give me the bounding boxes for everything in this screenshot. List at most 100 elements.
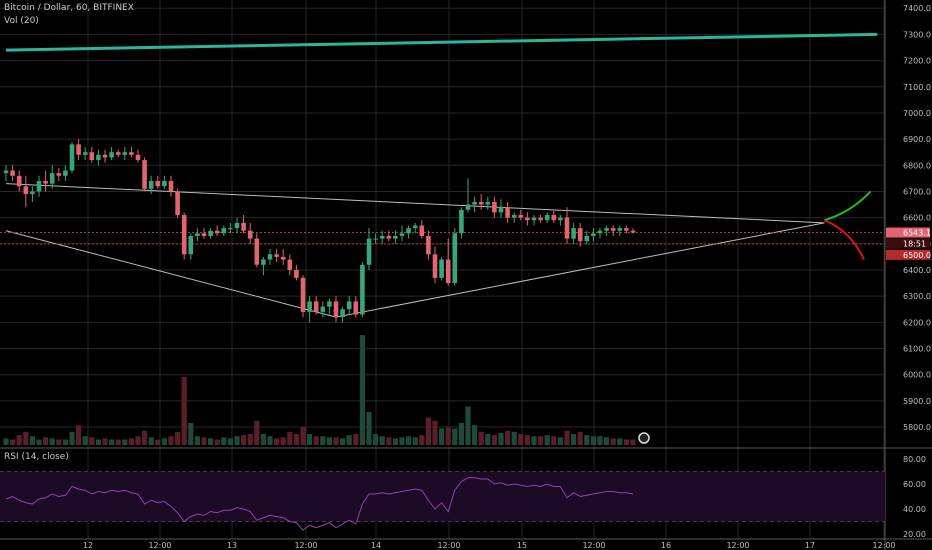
volume-bar	[346, 435, 352, 445]
volume-bar	[49, 438, 55, 445]
time-tick-label: 12:00	[872, 541, 895, 550]
candle	[511, 215, 517, 218]
time-tick-label: 13	[227, 541, 237, 550]
volume-bar	[359, 335, 365, 445]
candle	[30, 191, 35, 195]
volume-bar	[544, 435, 550, 445]
volume-bar	[194, 436, 200, 445]
volume-bar	[333, 437, 339, 445]
volume-bar	[551, 436, 557, 445]
volume-bar	[465, 406, 471, 445]
volume-bar	[201, 437, 207, 445]
price-tick-label: 6400.0	[903, 266, 931, 275]
level-price-badge	[886, 249, 930, 260]
price-tick-label: 7200.0	[903, 57, 931, 66]
volume-bar	[472, 425, 478, 445]
candle	[333, 301, 339, 318]
volume-bar	[326, 437, 332, 445]
candle	[76, 144, 81, 155]
candle	[604, 228, 609, 231]
candle	[485, 201, 491, 205]
volume-bar	[128, 438, 134, 445]
volume-bar	[425, 417, 431, 445]
candle	[181, 215, 187, 255]
candle	[544, 215, 550, 221]
candle	[630, 230, 636, 233]
candle	[96, 154, 101, 161]
candle	[373, 238, 378, 240]
volume-bar	[604, 437, 610, 445]
candle	[313, 301, 319, 312]
candle	[56, 173, 62, 176]
candle	[498, 207, 504, 213]
time-tick-label: 12:00	[437, 541, 460, 550]
candle	[492, 201, 497, 213]
volume-bars	[3, 335, 636, 445]
candle	[558, 217, 563, 221]
candle	[188, 235, 194, 255]
rsi-label: RSI (14, close)	[4, 452, 69, 462]
volume-bar	[260, 434, 266, 445]
volume-bar	[300, 427, 306, 445]
rsi-tick-label: 40.00	[903, 505, 926, 514]
candle	[452, 233, 458, 284]
volume-bar	[122, 439, 128, 445]
volume-bar	[320, 436, 326, 445]
candle	[201, 233, 207, 236]
candles	[3, 139, 636, 323]
candle	[518, 215, 524, 218]
trendline-lower-ascending	[5, 230, 337, 318]
volume-bar	[313, 436, 319, 445]
volume-bar	[373, 434, 379, 445]
volume-bar	[531, 436, 537, 445]
price-tick-label: 5900.0	[903, 397, 931, 406]
volume-bar	[518, 434, 524, 445]
time-tick-label: 12:00	[582, 541, 605, 550]
rsi-line	[5, 477, 634, 531]
candle	[168, 181, 174, 192]
candle	[393, 235, 398, 239]
volume-bar	[439, 428, 445, 445]
candle	[406, 228, 411, 234]
candle	[465, 204, 471, 210]
volume-bar	[287, 431, 293, 445]
candle	[148, 181, 154, 189]
volume-bar	[406, 436, 412, 445]
trendline-upper-descending	[5, 183, 825, 224]
volume-bar	[148, 437, 154, 445]
volume-bar	[29, 436, 35, 445]
time-tick-label: 15	[517, 541, 527, 550]
candle	[175, 191, 180, 216]
volume-bar	[399, 437, 405, 445]
candle	[346, 301, 352, 310]
volume-bar	[188, 423, 194, 445]
countdown-badge-text: 18:51	[903, 240, 926, 249]
candle	[122, 152, 128, 155]
candle	[63, 170, 68, 176]
candle	[412, 225, 418, 229]
volume-bar	[505, 430, 511, 445]
volume-bar	[412, 437, 418, 445]
candle	[591, 233, 596, 236]
volume-bar	[307, 434, 313, 445]
candle	[254, 238, 260, 265]
volume-bar	[478, 431, 484, 445]
volume-bar	[168, 436, 174, 445]
volume-bar	[511, 431, 517, 445]
volume-bar	[56, 439, 62, 445]
volume-bar	[23, 431, 29, 445]
volume-bar	[109, 439, 115, 445]
candle	[478, 201, 484, 205]
volume-bar	[69, 431, 75, 445]
candle	[23, 186, 29, 195]
volume-bar	[175, 431, 181, 445]
candle	[82, 152, 88, 155]
volume-bar	[241, 435, 247, 445]
candle	[564, 217, 570, 239]
volume-bar	[564, 430, 570, 445]
candle	[505, 207, 510, 218]
candle	[617, 228, 623, 231]
candle	[294, 270, 299, 278]
